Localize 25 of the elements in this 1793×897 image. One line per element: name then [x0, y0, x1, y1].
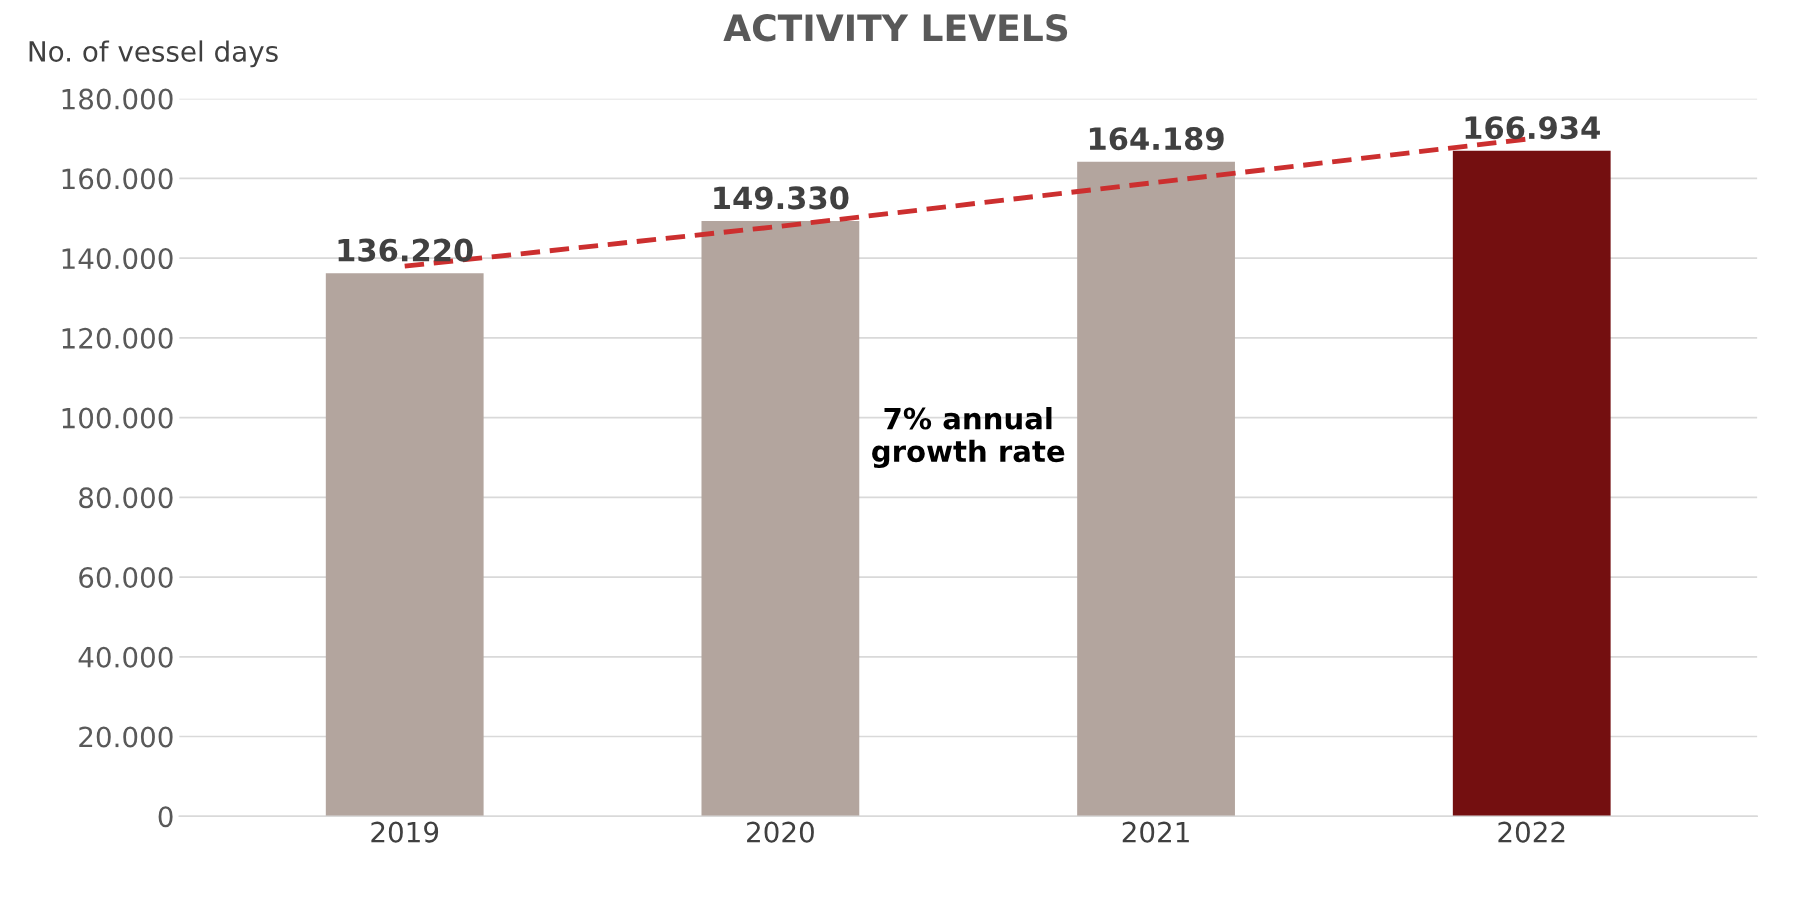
y-axis-title: No. of vessel days — [29, 40, 278, 68]
bar — [1077, 161, 1235, 817]
x-tick-label: 2022 — [1498, 821, 1565, 843]
annotation: 7% annual growth rate — [872, 406, 1065, 469]
bar — [701, 220, 860, 817]
y-tick-label: 120.000 — [62, 327, 173, 349]
y-tick-label: 140.000 — [62, 248, 173, 270]
bar — [1452, 150, 1611, 817]
y-tick-label: 160.000 — [62, 168, 173, 190]
chart-title: ACTIVITY LEVELS — [723, 14, 1068, 42]
y-tick-label: 80.000 — [79, 487, 173, 509]
y-tick-label: 40.000 — [78, 646, 173, 668]
data-label: 149.330 — [714, 186, 849, 210]
y-tick-label: 20.000 — [79, 726, 173, 748]
x-tick-label: 2020 — [747, 821, 814, 843]
x-tick-label: 2019 — [371, 821, 439, 843]
y-tick-label: 60.000 — [79, 567, 173, 589]
y-tick-label: 0 — [158, 806, 173, 828]
data-label: 164.189 — [1089, 127, 1224, 151]
y-tick-label: 180.000 — [62, 88, 173, 110]
data-label: 136.220 — [338, 238, 473, 262]
data-label: 166.934 — [1465, 116, 1600, 140]
x-tick-label: 2021 — [1122, 821, 1189, 843]
bar — [325, 273, 484, 817]
y-tick-label: 100.000 — [62, 407, 173, 429]
